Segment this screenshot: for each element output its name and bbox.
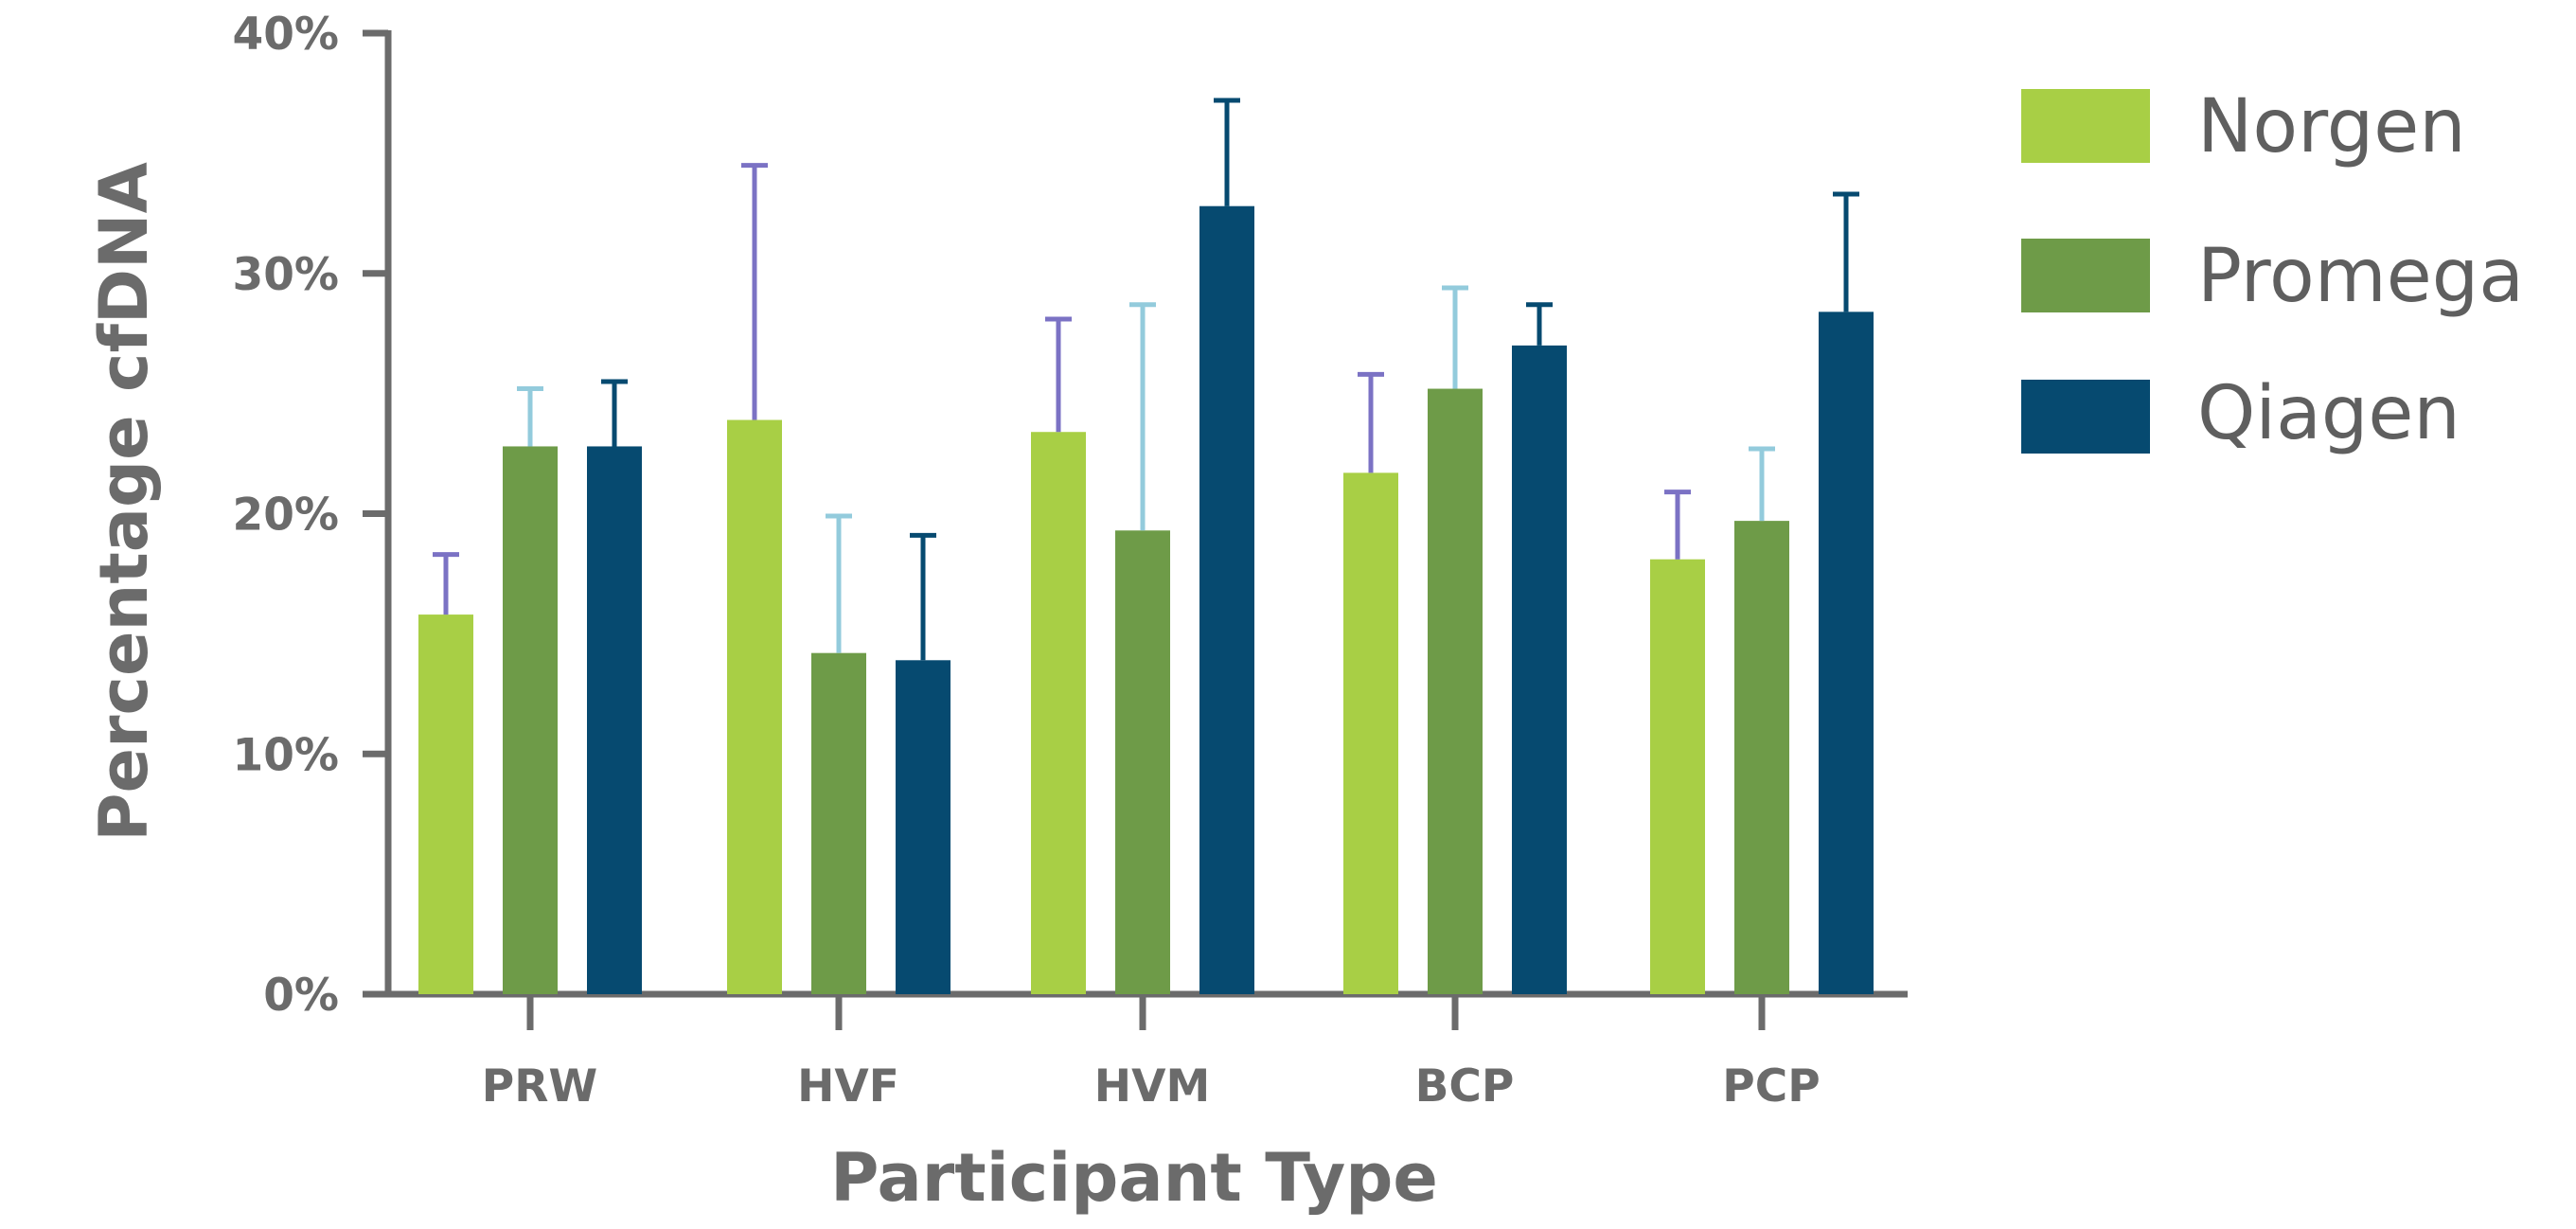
y-tick-label: 10%	[233, 729, 340, 781]
bar-norgen-pcp	[1650, 559, 1705, 994]
y-axis-title: Percentage cfDNA	[85, 162, 163, 842]
legend-label-norgen: Norgen	[2197, 84, 2466, 169]
legend-swatch-qiagen	[2021, 380, 2150, 454]
bar-promega-pcp	[1734, 521, 1789, 994]
x-tick-label-hvm: HVM	[1094, 1060, 1210, 1113]
bar-norgen-prw	[418, 614, 473, 994]
bar-norgen-hvf	[727, 419, 782, 995]
plot-area: 0% 10% 20% 30% 40% PRW HVF HVM BCP PCP	[233, 9, 1908, 1113]
bar-promega-hvm	[1115, 530, 1170, 994]
x-tick-label-bcp: BCP	[1415, 1060, 1515, 1113]
y-tick-label: 0%	[263, 970, 339, 1022]
bar-promega-bcp	[1428, 388, 1483, 994]
bar-promega-prw	[503, 446, 558, 994]
legend-label-promega: Promega	[2197, 234, 2524, 319]
legend-swatch-promega	[2021, 239, 2150, 312]
bar-qiagen-bcp	[1512, 345, 1567, 994]
y-tick-label: 20%	[233, 490, 340, 542]
bar-qiagen-hvf	[896, 660, 950, 994]
bar-qiagen-pcp	[1819, 312, 1874, 995]
x-axis-title: Participant Type	[830, 1139, 1438, 1217]
legend-swatch-norgen	[2021, 89, 2150, 163]
x-tick-label-prw: PRW	[482, 1060, 597, 1113]
bar-norgen-hvm	[1031, 432, 1086, 995]
legend-label-qiagen: Qiagen	[2197, 371, 2461, 456]
bar-norgen-bcp	[1343, 472, 1398, 994]
bar-promega-hvf	[811, 652, 866, 994]
y-tick-label: 30%	[233, 249, 340, 301]
x-tick-label-hvf: HVF	[797, 1060, 899, 1113]
x-tick-label-pcp: PCP	[1722, 1060, 1820, 1113]
y-tick-label: 40%	[233, 9, 340, 61]
legend: Norgen Promega Qiagen	[2021, 84, 2524, 456]
bar-qiagen-prw	[587, 446, 642, 994]
bar-qiagen-hvm	[1199, 205, 1254, 994]
